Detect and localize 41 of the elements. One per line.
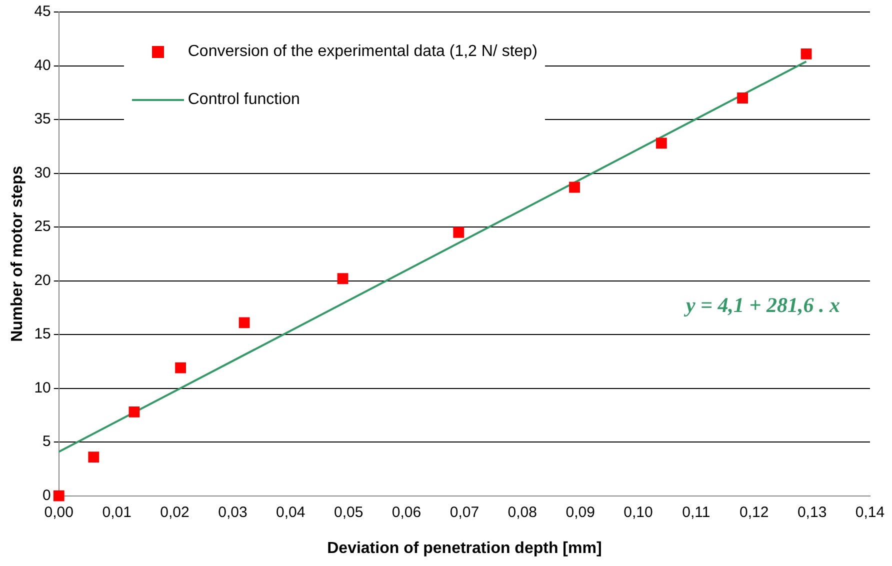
point — [337, 273, 348, 284]
x-tick-label: 0,09 — [566, 504, 595, 521]
point — [88, 452, 100, 463]
x-tick-label: 0,12 — [740, 504, 769, 521]
x-tick-label: 0,01 — [102, 504, 132, 521]
y-tick-label: 25 — [34, 218, 51, 236]
y-tick-label: 0 — [42, 486, 51, 504]
x-tick-label: 0,06 — [392, 504, 422, 521]
x-tick-label: 0,07 — [450, 504, 480, 521]
x-tick-label: 0,00 — [44, 504, 74, 521]
legend-label: Conversion of the experimental data (1,2 N/ step) — [188, 43, 538, 61]
legend-label: Control function — [188, 91, 300, 109]
x-tick-label: 0,14 — [855, 504, 885, 521]
x-tick-label: 0,10 — [624, 504, 653, 521]
y-tick-label: 20 — [34, 272, 51, 289]
point — [800, 48, 812, 60]
y-tick-label: 30 — [34, 164, 51, 182]
x-tick-label: 0,02 — [160, 504, 190, 521]
point — [128, 406, 140, 418]
y-tick-label: 15 — [34, 326, 51, 343]
x-tick-label: 0,05 — [334, 504, 364, 521]
y-tick-label: 40 — [34, 56, 51, 74]
point — [453, 226, 464, 238]
point — [238, 317, 250, 328]
y-tick-label: 35 — [34, 110, 51, 128]
x-tick-label: 0,13 — [797, 504, 827, 521]
y-tick-label: 5 — [42, 433, 51, 450]
x-tick-label: 0,04 — [276, 504, 306, 521]
x-tick-label: 0,03 — [218, 504, 248, 521]
point — [175, 362, 186, 374]
x-tick-label: 0,08 — [508, 504, 537, 521]
y-tick-label: 10 — [34, 379, 51, 396]
point — [53, 490, 64, 502]
x-tick-label: 0,11 — [682, 504, 710, 521]
x-axis-title: Deviation of penetration depth [mm] — [327, 540, 602, 557]
annotation: y = 4,1 + 281,6 . x — [682, 292, 840, 317]
y-tick-label: 45 — [34, 3, 51, 20]
y-axis-title: Number of motor steps — [9, 166, 26, 342]
point — [569, 182, 580, 193]
point — [656, 138, 667, 149]
point — [737, 92, 748, 104]
